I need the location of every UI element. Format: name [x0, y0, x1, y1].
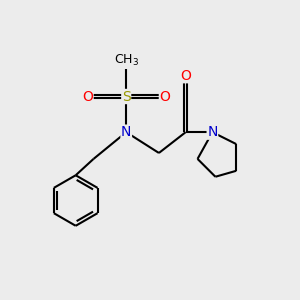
Text: N: N	[207, 125, 218, 139]
Text: N: N	[121, 125, 131, 139]
Text: CH$_3$: CH$_3$	[114, 53, 139, 68]
Text: O: O	[159, 89, 170, 103]
Text: S: S	[122, 89, 130, 103]
Text: O: O	[180, 69, 191, 83]
Text: O: O	[82, 89, 93, 103]
